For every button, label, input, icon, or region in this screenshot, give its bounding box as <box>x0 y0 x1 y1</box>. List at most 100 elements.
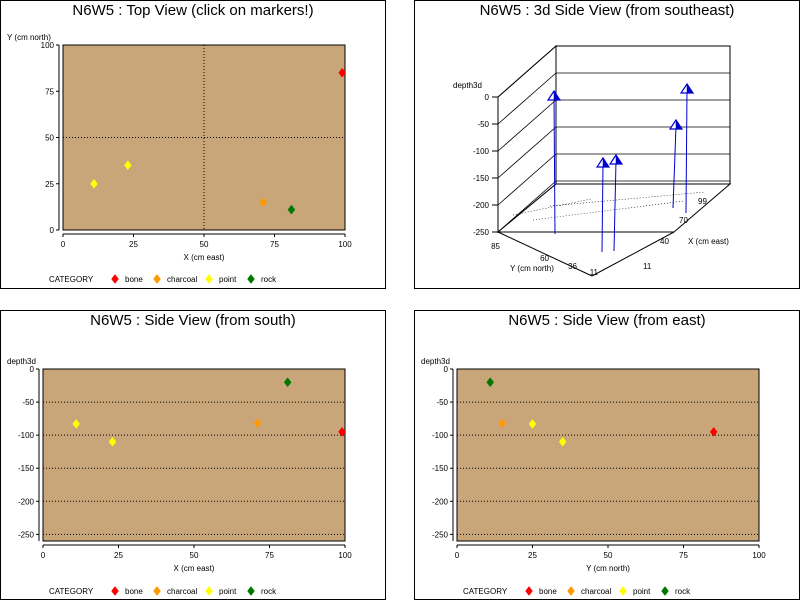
z-tick-label: -250 <box>473 228 490 237</box>
left-wall-grid-line <box>497 153 557 206</box>
legend-label-charcoal: charcoal <box>581 587 611 596</box>
y-tick-label: -250 <box>18 530 35 539</box>
x-tick-label: 100 <box>338 551 352 560</box>
side-3d-panel: N6W5 : 3d Side View (from southeast) 0 -5… <box>414 0 800 289</box>
y-tick-label: 85 <box>491 242 500 251</box>
x-tick-label: 0 <box>61 240 66 249</box>
side-east-chart: 0 25 50 75 100 0 -50 -100 -150 -200 -250 depth3d Y (… <box>421 357 766 596</box>
depth-stem <box>553 96 556 235</box>
legend-label-point: point <box>219 275 237 284</box>
legend-label-rock: rock <box>261 587 277 596</box>
y-tick-label: -200 <box>18 497 35 506</box>
x-tick-label: 25 <box>129 240 138 249</box>
legend-label-charcoal: charcoal <box>167 587 197 596</box>
left-wall-grid-line <box>497 99 557 152</box>
chart-title: N6W5 : 3d Side View (from southeast) <box>479 2 735 19</box>
x-tick-label: 100 <box>752 551 766 560</box>
legend-marker-bone <box>525 586 533 596</box>
side-south-chart: 0 25 50 75 100 0 -50 -100 -150 -200 -250 depth3d X (… <box>7 357 352 596</box>
y-axis-label: Y (cm north) <box>510 264 554 273</box>
legend-marker-rock <box>661 586 669 596</box>
data-point-bone <box>338 67 346 78</box>
left-wall-grid-line <box>497 72 557 125</box>
y-tick-label: 0 <box>444 365 449 374</box>
legend-label-rock: rock <box>261 275 277 284</box>
legend-label-charcoal: charcoal <box>167 275 197 284</box>
chart-title: N6W5 : Side View (from south) <box>90 312 296 329</box>
side-south-panel: N6W5 : Side View (from south) 0 25 50 75 100… <box>0 310 386 600</box>
x-tick-label: 40 <box>660 237 669 246</box>
data-point-point <box>72 419 81 429</box>
side-3d-chart: 0 -50 -100 -150 -200 -250 depth3d 85 60 36 11 11 40 7… <box>453 44 732 277</box>
y-tick-label: 25 <box>45 180 54 189</box>
plot-area <box>42 368 346 542</box>
y-axis-line <box>497 231 593 277</box>
legend-marker-point <box>619 586 627 596</box>
legend-label-bone: bone <box>125 587 143 596</box>
y-tick-label: -50 <box>22 398 34 407</box>
legend-marker-point <box>205 586 213 596</box>
y-tick-label: -150 <box>18 464 35 473</box>
data-point-charcoal <box>253 418 262 429</box>
data-point-charcoal <box>259 197 268 208</box>
x-tick-label: 70 <box>679 216 688 225</box>
x-axis-label: X (cm east) <box>174 564 215 573</box>
depth-stem <box>672 125 677 209</box>
data-point-point <box>558 436 567 447</box>
data-point-rock <box>486 377 495 388</box>
y-tick-label: 60 <box>540 254 549 263</box>
left-wall-grid-line <box>497 180 557 233</box>
legend-label-point: point <box>219 587 237 596</box>
legend-title: CATEGORY <box>49 587 94 596</box>
top-view-panel: N6W5 : Top View (click on markers!) 0 25 5… <box>0 0 386 289</box>
y-tick-label: -150 <box>432 464 449 473</box>
data-point-marker-shade <box>675 119 683 130</box>
legend-label-bone: bone <box>539 587 557 596</box>
x-axis-label: X (cm east) <box>184 253 225 262</box>
data-point-marker-shade <box>553 90 561 101</box>
y-tick-label: 100 <box>41 41 55 50</box>
legend-label-rock: rock <box>675 587 691 596</box>
data-point-rock <box>287 204 296 215</box>
data-point-point <box>90 178 98 189</box>
data-point-marker-shade <box>602 157 610 168</box>
y-tick-label: 11 <box>590 268 599 277</box>
data-point-rock <box>283 377 292 388</box>
x-tick-label: 25 <box>528 551 537 560</box>
depth-stem <box>685 89 688 214</box>
y-tick-label: 0 <box>30 365 35 374</box>
y-tick-label: -50 <box>436 398 448 407</box>
data-point-marker-shade <box>615 154 623 165</box>
floor-grid-line <box>549 191 706 207</box>
z-tick-label: -200 <box>473 201 490 210</box>
legend-marker-charcoal <box>567 586 575 596</box>
floor-grid-line <box>512 198 592 216</box>
left-wall-grid-line <box>497 126 557 179</box>
data-point-point <box>528 419 537 429</box>
y-axis-label: depth3d <box>421 357 450 366</box>
y-tick-label: -100 <box>432 431 449 440</box>
x-tick-label: 50 <box>190 551 199 560</box>
x-tick-label: 100 <box>338 240 352 249</box>
depth-stem <box>613 160 617 252</box>
legend-label-bone: bone <box>125 275 143 284</box>
back-wall <box>555 45 731 185</box>
legend-marker-charcoal <box>153 274 161 284</box>
z-tick-label: -50 <box>477 120 489 129</box>
x-tick-label: 50 <box>604 551 613 560</box>
legend-marker-rock <box>247 274 255 284</box>
x-tick-label: 75 <box>265 551 274 560</box>
x-tick-label: 25 <box>114 551 123 560</box>
z-tick-label: -100 <box>473 147 490 156</box>
x-tick-label: 75 <box>270 240 279 249</box>
x-axis-line <box>591 231 675 277</box>
y-axis-label: depth3d <box>7 357 36 366</box>
chart-title: N6W5 : Side View (from east) <box>508 312 706 329</box>
data-point-bone <box>338 426 346 437</box>
data-point-marker-shade <box>686 83 694 94</box>
z-tick-label: -150 <box>473 174 490 183</box>
x-tick-label: 0 <box>41 551 46 560</box>
y-tick-label: 36 <box>568 262 577 271</box>
y-tick-label: -200 <box>432 497 449 506</box>
